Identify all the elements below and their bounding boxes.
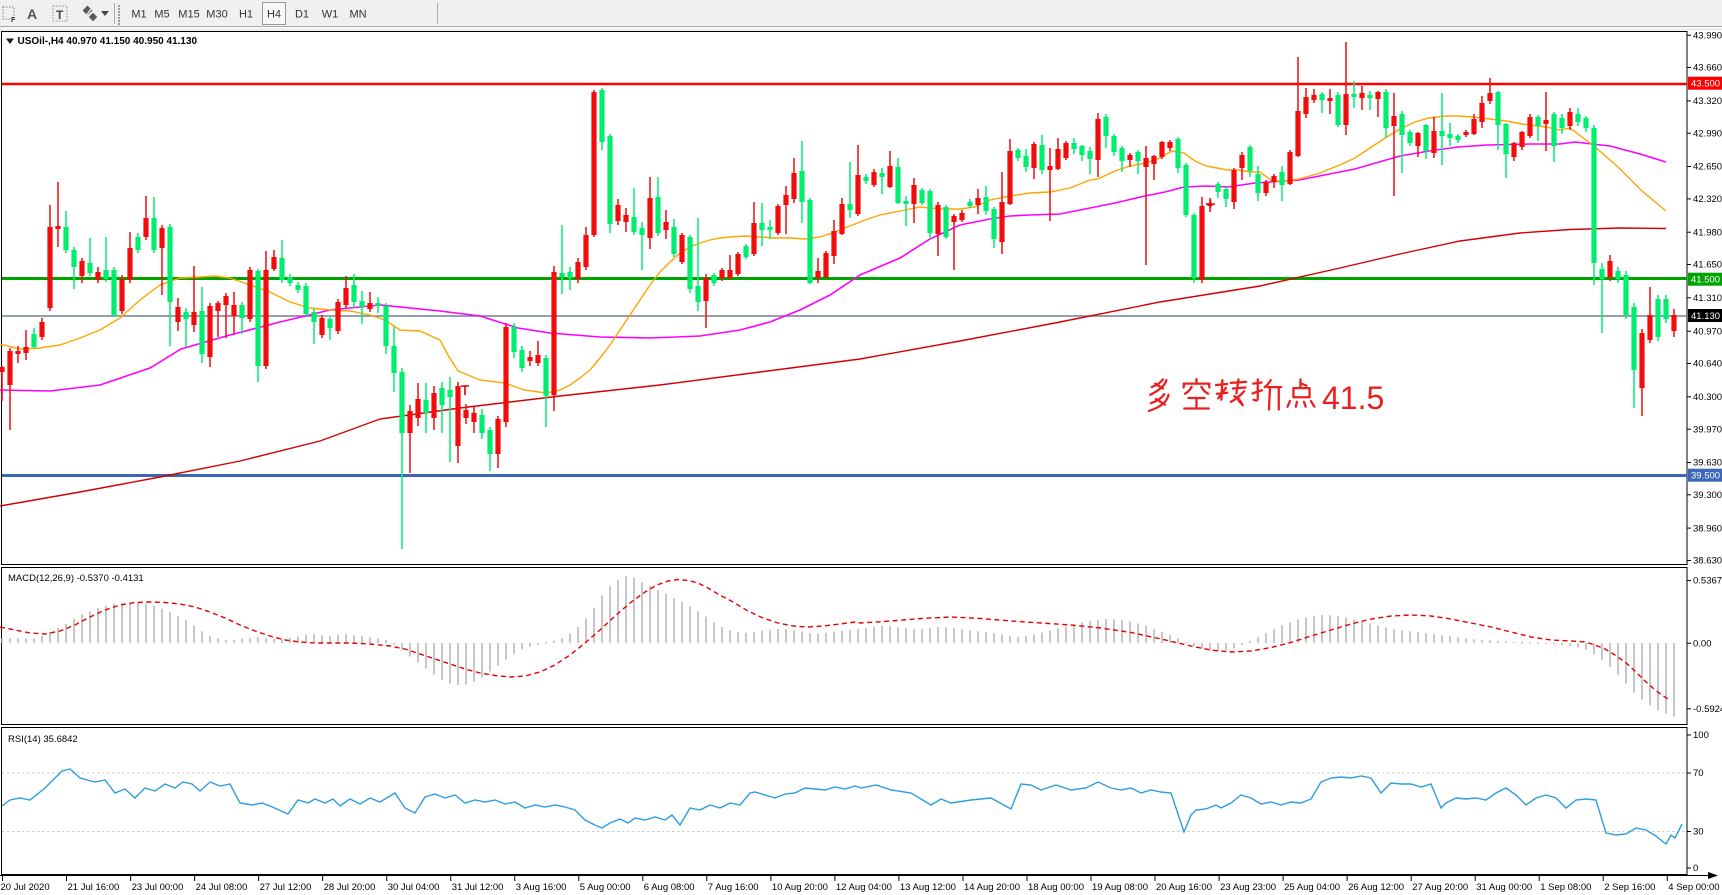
svg-text:42.990: 42.990 [1693, 128, 1722, 139]
svg-text:42.650: 42.650 [1693, 162, 1722, 173]
svg-text:27 Jul 12:00: 27 Jul 12:00 [260, 882, 312, 893]
svg-text:30: 30 [1693, 827, 1704, 838]
svg-text:41.130: 41.130 [1691, 311, 1720, 322]
svg-text:27 Aug 20:00: 27 Aug 20:00 [1412, 882, 1468, 893]
svg-text:18 Aug 00:00: 18 Aug 00:00 [1028, 882, 1084, 893]
svg-text:38.960: 38.960 [1693, 523, 1722, 534]
svg-text:41.310: 41.310 [1693, 293, 1722, 304]
svg-text:D1: D1 [295, 9, 309, 21]
svg-text:28 Jul 20:00: 28 Jul 20:00 [324, 882, 376, 893]
svg-text:41.500: 41.500 [1691, 275, 1720, 286]
svg-text:43.990: 43.990 [1693, 30, 1722, 41]
svg-text:39.970: 39.970 [1693, 424, 1722, 435]
svg-text:M30: M30 [206, 9, 227, 21]
svg-text:0: 0 [1693, 863, 1698, 874]
svg-text:3 Aug 16:00: 3 Aug 16:00 [516, 882, 567, 893]
svg-text:14 Aug 20:00: 14 Aug 20:00 [964, 882, 1020, 893]
svg-text:41.650: 41.650 [1693, 260, 1722, 271]
svg-text:M1: M1 [131, 9, 146, 21]
svg-text:13 Aug 12:00: 13 Aug 12:00 [900, 882, 956, 893]
svg-text:23 Aug 23:00: 23 Aug 23:00 [1220, 882, 1276, 893]
svg-text:-0.5924: -0.5924 [1693, 704, 1722, 715]
svg-text:70: 70 [1693, 768, 1704, 779]
svg-text:21 Jul 16:00: 21 Jul 16:00 [68, 882, 120, 893]
svg-text:0.00: 0.00 [1693, 638, 1712, 649]
svg-text:USOil-,H4 40.970 41.150 40.95: USOil-,H4 40.970 41.150 40.950 41.130 [18, 36, 198, 47]
svg-text:31 Jul 12:00: 31 Jul 12:00 [452, 882, 504, 893]
svg-text:W1: W1 [322, 9, 339, 21]
svg-text:12 Aug 04:00: 12 Aug 04:00 [836, 882, 892, 893]
svg-text:42.320: 42.320 [1693, 194, 1722, 205]
svg-text:100: 100 [1693, 730, 1709, 741]
svg-text:26 Aug 12:00: 26 Aug 12:00 [1348, 882, 1404, 893]
svg-text:MN: MN [349, 9, 366, 21]
svg-text:1 Sep 08:00: 1 Sep 08:00 [1540, 882, 1591, 893]
svg-text:24 Jul 08:00: 24 Jul 08:00 [196, 882, 248, 893]
svg-text:41.980: 41.980 [1693, 227, 1722, 238]
svg-text:38.630: 38.630 [1693, 556, 1722, 567]
svg-text:2 Sep 16:00: 2 Sep 16:00 [1604, 882, 1655, 893]
svg-text:7 Aug 16:00: 7 Aug 16:00 [708, 882, 759, 893]
svg-text:40.970: 40.970 [1693, 326, 1722, 337]
svg-text:40.300: 40.300 [1693, 392, 1722, 403]
svg-text:20 Jul 2020: 20 Jul 2020 [1, 882, 50, 893]
svg-text:39.300: 39.300 [1693, 490, 1722, 501]
svg-text:M5: M5 [154, 9, 169, 21]
svg-text:39.500: 39.500 [1691, 471, 1720, 482]
svg-text:T: T [56, 8, 64, 22]
svg-text:43.660: 43.660 [1693, 63, 1722, 74]
svg-text:M15: M15 [178, 9, 199, 21]
svg-text:41.5: 41.5 [1322, 380, 1384, 416]
svg-text:H1: H1 [239, 9, 253, 21]
svg-text:30 Jul 04:00: 30 Jul 04:00 [388, 882, 440, 893]
svg-text:43.500: 43.500 [1691, 79, 1720, 90]
svg-text:A: A [27, 6, 37, 22]
svg-text:RSI(14) 35.6842: RSI(14) 35.6842 [8, 734, 78, 745]
svg-text:20 Aug 16:00: 20 Aug 16:00 [1156, 882, 1212, 893]
svg-text:10 Aug 20:00: 10 Aug 20:00 [772, 882, 828, 893]
svg-text:19 Aug 08:00: 19 Aug 08:00 [1092, 882, 1148, 893]
svg-text:25 Aug 04:00: 25 Aug 04:00 [1284, 882, 1340, 893]
svg-text:H4: H4 [267, 9, 281, 21]
svg-text:43.320: 43.320 [1693, 96, 1722, 107]
svg-text:F: F [11, 17, 16, 24]
svg-text:39.630: 39.630 [1693, 458, 1722, 469]
svg-text:MACD(12,26,9) -0.5370 -0.4131: MACD(12,26,9) -0.5370 -0.4131 [8, 573, 144, 584]
svg-text:40.640: 40.640 [1693, 359, 1722, 370]
svg-text:0.5367: 0.5367 [1693, 576, 1722, 587]
svg-text:4 Sep 00:00: 4 Sep 00:00 [1668, 882, 1719, 893]
svg-text:5 Aug 00:00: 5 Aug 00:00 [580, 882, 631, 893]
svg-text:6 Aug 08:00: 6 Aug 08:00 [644, 882, 695, 893]
svg-text:31 Aug 00:00: 31 Aug 00:00 [1476, 882, 1532, 893]
svg-text:23 Jul 00:00: 23 Jul 00:00 [132, 882, 184, 893]
